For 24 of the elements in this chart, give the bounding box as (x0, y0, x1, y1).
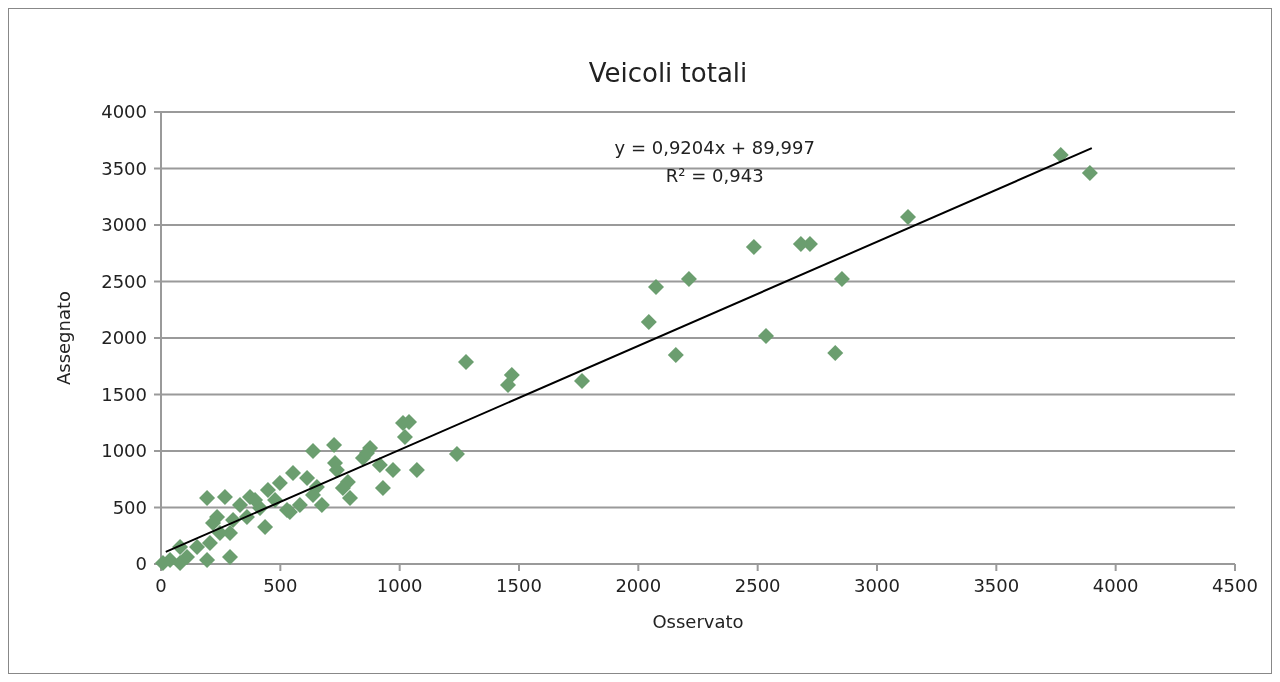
x-tick-label: 4000 (1092, 575, 1139, 596)
x-tick-label: 1500 (496, 575, 542, 596)
y-tick-label: 2000 (101, 327, 147, 348)
x-tick-label: 0 (155, 575, 167, 596)
x-tick-label: 2500 (734, 575, 781, 596)
y-tick-label: 1000 (101, 440, 147, 461)
x-tick-label: 1000 (376, 575, 423, 596)
x-tick-label: 500 (263, 575, 298, 596)
x-tick-label: 2000 (615, 575, 662, 596)
annotation: R² = 0,943 (665, 165, 764, 187)
y-tick-label: 4000 (101, 101, 147, 122)
y-tick-label: 2500 (101, 270, 147, 292)
y-tick-label: 500 (112, 496, 147, 518)
y-tick-label: 3500 (101, 157, 147, 179)
x-tick-label: 4500 (1212, 575, 1258, 596)
annotation: y = 0,9204x + 89,997 (614, 137, 815, 159)
y-tick-label: 1500 (101, 383, 147, 405)
x-axis-title: Osservato (652, 611, 744, 632)
y-tick-label: 3000 (101, 214, 147, 235)
y-tick-label: 0 (135, 553, 147, 574)
y-axis-title: Assegnato (53, 290, 74, 386)
x-tick-label: 3500 (973, 575, 1020, 596)
chart-title: Veicoli totali (588, 58, 748, 88)
x-tick-label: 3000 (854, 575, 900, 596)
